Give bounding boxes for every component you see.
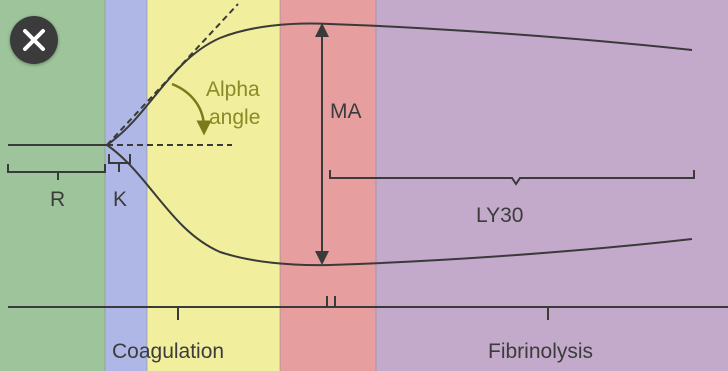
r-bracket [7, 164, 106, 180]
lower-amplitude-curve [106, 144, 693, 267]
ma-label: MA [330, 100, 362, 123]
alpha-tangent-line [106, 3, 239, 146]
ma-phase-band [280, 0, 376, 371]
k-phase-band [105, 0, 147, 371]
coagulation-phase-band [147, 0, 280, 371]
close-button[interactable] [10, 16, 58, 64]
ly30-brace [329, 170, 695, 186]
r-label: R [50, 188, 65, 211]
close-icon [23, 29, 45, 51]
coagulation-label: Coagulation [112, 340, 224, 363]
k-bracket [108, 154, 131, 172]
fibrinolysis-label: Fibrinolysis [488, 340, 593, 363]
upper-amplitude-curve [106, 22, 693, 146]
alpha-angle-label-line2: angle [209, 106, 260, 129]
alpha-angle-label-line1: Alpha [206, 78, 260, 101]
ly30-label: LY30 [476, 204, 524, 227]
alpha-angle-arrow [171, 82, 212, 136]
k-label: K [113, 188, 127, 211]
r-phase-band [0, 0, 105, 371]
axis-ticks [177, 296, 549, 320]
fibrinolysis-phase-band [376, 0, 728, 371]
